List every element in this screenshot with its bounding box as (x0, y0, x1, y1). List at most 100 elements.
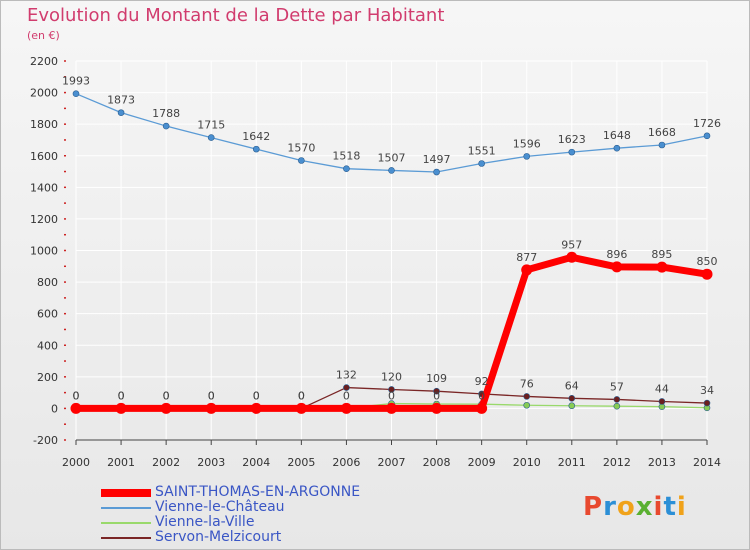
y-tick-label: 1800 (30, 118, 58, 131)
data-point (386, 402, 397, 414)
data-point (478, 160, 485, 167)
logo-letter: i (676, 492, 687, 522)
data-point (117, 109, 125, 116)
data-label: 0 (208, 389, 215, 402)
data-label: 1648 (603, 129, 631, 142)
legend-swatch (101, 536, 151, 539)
data-label: 120 (381, 370, 402, 383)
logo-letter: P (583, 492, 604, 522)
unit-label: (en €) (27, 29, 60, 42)
data-label: 1570 (287, 141, 315, 154)
y-tick-label: 200 (37, 371, 58, 384)
x-tick-label: 2010 (513, 456, 541, 469)
data-label: 0 (298, 389, 305, 402)
y-tick-label: 0 (51, 402, 58, 415)
data-point (523, 401, 531, 409)
grid (75, 60, 708, 441)
data-label: 1507 (378, 151, 406, 164)
y-tick-label: -200 (33, 434, 58, 447)
legend-label: Servon-Melzicourt (155, 529, 282, 545)
data-point (343, 384, 350, 391)
data-point (476, 402, 488, 414)
data-label: 1788 (152, 107, 180, 120)
data-point (298, 157, 305, 164)
data-label: 0 (388, 389, 395, 402)
data-label: 1497 (423, 153, 451, 166)
data-point (568, 395, 576, 402)
data-label: 1551 (468, 144, 496, 157)
data-label: 1596 (513, 137, 541, 150)
data-point (431, 402, 443, 414)
data-label: 109 (426, 372, 447, 385)
x-tick-label: 2000 (62, 456, 90, 469)
x-tick-label: 2003 (197, 456, 225, 469)
data-label: 64 (565, 379, 579, 392)
legend-label: Vienne-le-Château (155, 499, 285, 515)
data-point (72, 90, 80, 97)
y-tick-label: 2200 (30, 55, 58, 68)
data-point (523, 153, 531, 160)
logo-letter: t (663, 492, 677, 522)
y-tick-label: 1600 (30, 150, 58, 163)
data-label: 0 (343, 389, 350, 402)
data-label: 0 (478, 389, 485, 402)
data-point (160, 402, 172, 414)
data-point (388, 386, 395, 393)
data-label: 850 (697, 255, 718, 268)
data-label: 0 (73, 389, 80, 402)
x-tick-label: 2013 (648, 456, 676, 469)
data-point (433, 387, 440, 395)
legend-label: Vienne-la-Ville (155, 514, 255, 530)
legend-swatch (101, 521, 151, 524)
data-label: 0 (433, 389, 440, 402)
data-point (613, 402, 621, 410)
logo-letter: x (635, 492, 654, 522)
y-axis: -200 0 200 400 600 800 1000 1200 1400 1600 1800 200… (30, 55, 66, 447)
data-point (611, 261, 623, 273)
data-label: 0 (163, 389, 170, 402)
x-tick-label: 2004 (242, 456, 270, 469)
legend-label: SAINT-THOMAS-EN-ARGONNE (155, 484, 361, 500)
data-point (656, 261, 668, 273)
x-tick-label: 2001 (107, 456, 135, 469)
data-point (703, 399, 711, 407)
data-labels: 1993 1873 1788 1715 1642 1570 1518 1507 1497 1551… (62, 75, 721, 403)
x-tick-label: 2007 (378, 456, 406, 469)
data-label: 877 (516, 251, 537, 264)
data-label: 34 (700, 384, 714, 397)
data-point (568, 148, 576, 156)
data-label: 0 (253, 389, 260, 402)
data-label: 896 (606, 248, 627, 261)
y-tick-label: 800 (37, 276, 58, 289)
x-tick-label: 2014 (693, 456, 721, 469)
data-label: 0 (118, 389, 125, 402)
data-point (340, 402, 352, 414)
data-label: 1993 (62, 75, 90, 88)
data-point (701, 268, 713, 280)
data-point (568, 402, 576, 410)
data-label: 0 (118, 389, 125, 402)
data-label: 44 (655, 382, 669, 395)
x-tick-label: 2006 (332, 456, 360, 469)
data-label: 0 (253, 389, 260, 402)
data-point (521, 264, 533, 276)
data-label: 957 (561, 238, 582, 251)
y-tick-label: 1400 (30, 181, 58, 194)
data-label: 0 (163, 389, 170, 402)
x-tick-label: 2012 (603, 456, 631, 469)
series-layer (70, 90, 713, 414)
data-label: 1518 (332, 150, 360, 163)
x-tick-label: 2009 (468, 456, 496, 469)
data-label: 57 (610, 380, 624, 393)
data-label: 1642 (242, 130, 270, 143)
data-point (613, 396, 621, 403)
data-label: 76 (520, 377, 534, 390)
proxiti-logo: Proxiti (583, 492, 687, 522)
x-tick-label: 2005 (287, 456, 315, 469)
data-point (658, 141, 666, 149)
data-point (566, 251, 578, 263)
data-label: 92 (475, 375, 489, 388)
data-label: 1726 (693, 117, 721, 130)
